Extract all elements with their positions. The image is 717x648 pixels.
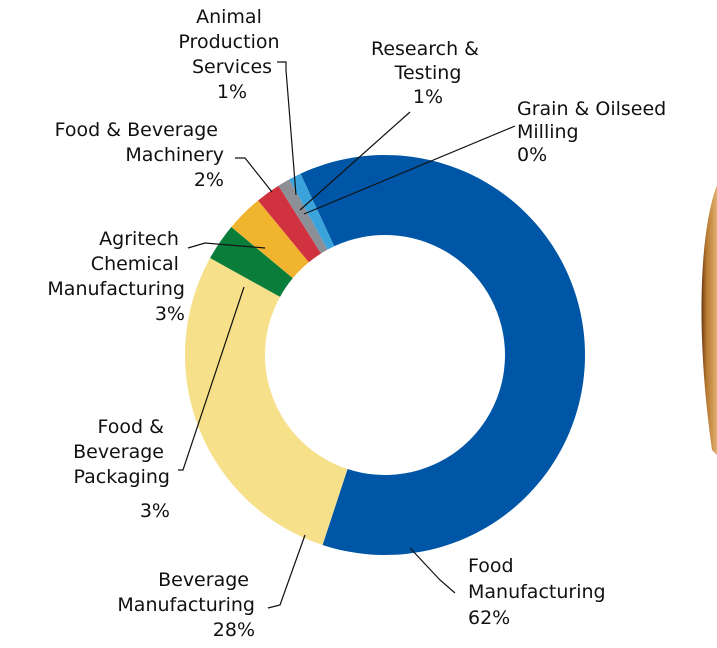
leader-line — [303, 125, 516, 215]
label-line: Beverage — [158, 569, 255, 591]
leader-line — [267, 534, 306, 609]
label-line: Research & — [371, 38, 485, 60]
label-line: Production — [178, 31, 285, 53]
label-line: Beverage — [73, 441, 170, 463]
slice — [185, 258, 348, 545]
decoration — [701, 185, 717, 455]
value-label: 2% — [194, 169, 224, 191]
label-line: Agritech — [99, 228, 185, 250]
slice-label: Food & Beverage Packaging — [73, 416, 170, 488]
slice-label: Food Manufacturing — [468, 555, 606, 603]
value-label: 28% — [213, 619, 255, 641]
label-line: Food — [468, 555, 520, 577]
slice — [300, 154, 586, 555]
value-label: 3% — [155, 303, 185, 325]
value-label: 1% — [413, 86, 443, 108]
labels: Food Manufacturing 62% Beverage Manufactur… — [47, 6, 672, 641]
label-line: Food & — [98, 416, 170, 438]
slice — [258, 185, 322, 263]
label-line: Chemical — [91, 253, 185, 275]
label-line: Packaging — [74, 466, 170, 488]
leader-line — [178, 286, 245, 471]
donut — [185, 154, 586, 555]
label-line: Milling — [517, 121, 579, 143]
value-label: 0% — [517, 144, 547, 166]
label-line: Manufacturing — [468, 581, 606, 603]
value-label: 3% — [140, 500, 170, 522]
slice — [231, 200, 309, 279]
leader-line — [409, 547, 456, 594]
slice — [289, 173, 335, 250]
leader-line — [277, 61, 297, 196]
slice-label: Animal Production Services — [178, 6, 285, 78]
label-line: Machinery — [125, 144, 224, 166]
slice-label: Beverage Manufacturing — [117, 569, 255, 616]
leader-line — [299, 111, 411, 211]
label-line: Animal — [196, 6, 268, 28]
slice-label: Food & Beverage Machinery — [55, 119, 224, 166]
leader-line — [187, 242, 266, 249]
value-label: 62% — [468, 607, 510, 629]
slice-label: Grain & Oilseed Milling — [517, 98, 672, 143]
slice — [278, 179, 328, 254]
label-line: Manufacturing — [47, 278, 185, 300]
label-line: Testing — [394, 62, 462, 84]
label-line: Food & Beverage — [55, 119, 224, 141]
slice — [210, 226, 293, 297]
slice-label: Agritech Chemical Manufacturing — [47, 228, 185, 300]
slice-label: Research & Testing — [371, 38, 485, 84]
label-line: Manufacturing — [117, 594, 255, 616]
value-label: 1% — [217, 81, 247, 103]
label-line: Services — [192, 56, 272, 78]
leader-line — [235, 157, 273, 193]
label-line: Grain & Oilseed — [517, 98, 672, 120]
